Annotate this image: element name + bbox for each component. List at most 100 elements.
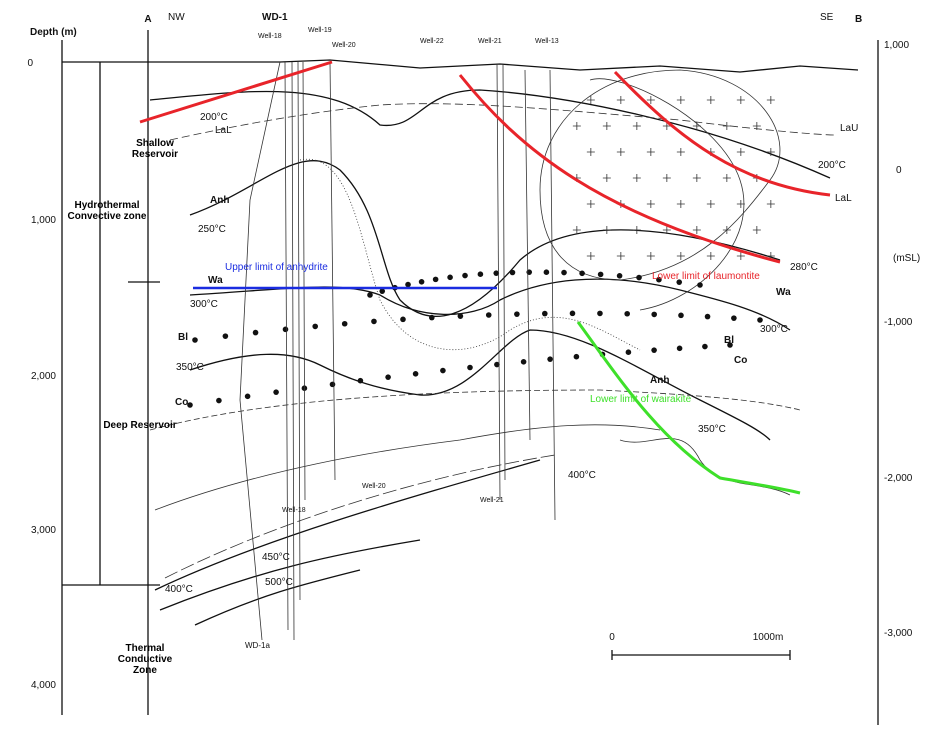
cross (723, 174, 731, 182)
well-label: Well-13 (535, 38, 559, 45)
isotherm-label: 450°C (262, 552, 290, 563)
dot (486, 312, 492, 318)
dot (433, 277, 439, 283)
dot (478, 271, 484, 277)
well-label: WD-1a (245, 641, 270, 650)
well-label: WD-1 (262, 12, 288, 23)
cross (677, 252, 685, 260)
cross (603, 174, 611, 182)
mineral-label: Anh (210, 195, 229, 206)
dot (371, 319, 377, 325)
section-start: A (144, 14, 151, 25)
dot (273, 389, 279, 395)
dot (510, 270, 516, 276)
well-label: Well-20 (332, 42, 356, 49)
dot (253, 330, 259, 336)
dot (617, 273, 623, 279)
mineral-label: LaU (840, 123, 858, 134)
tick-label: -3,000 (884, 628, 913, 639)
dot (542, 311, 548, 317)
cross (737, 148, 745, 156)
axis-title: Depth (m) (30, 27, 77, 38)
tick-label: -2,000 (884, 473, 913, 484)
dot (579, 271, 585, 277)
surface (62, 60, 858, 72)
isotherm-label: 350°C (176, 362, 204, 373)
dot (330, 382, 336, 388)
cross (617, 252, 625, 260)
cross (693, 226, 701, 234)
dot (216, 398, 222, 404)
dot (283, 327, 289, 333)
mineral-label: Co (175, 397, 188, 408)
dot (561, 270, 567, 276)
isotherm-label: 300°C (190, 299, 218, 310)
well-label: Well-21 (480, 497, 504, 504)
limit-label: Lower limit of wairakite (590, 394, 692, 405)
cross (573, 122, 581, 130)
dot (702, 344, 708, 350)
well-label: Well-22 (420, 38, 444, 45)
limit-label: Upper limit of anhydrite (225, 262, 328, 273)
scale-bar (612, 650, 790, 660)
dot (405, 282, 411, 288)
dot (385, 374, 391, 380)
scale-label: 1000m (753, 632, 784, 643)
dot (547, 356, 553, 362)
mineral-label: Wa (208, 275, 223, 286)
cross (603, 122, 611, 130)
crosses (573, 96, 775, 260)
dot (342, 321, 348, 327)
tick-label: 0 (27, 58, 33, 69)
mineral-label: Anh (650, 375, 669, 386)
dot (636, 275, 642, 281)
cross (617, 96, 625, 104)
isotherm-label: 300°C (760, 324, 788, 335)
dot (447, 275, 453, 281)
isotherm-label: 400°C (165, 584, 193, 595)
dot (731, 315, 737, 321)
isotherm-label: 500°C (265, 577, 293, 588)
tick-label: 2,000 (31, 371, 56, 382)
dot (574, 354, 580, 360)
dot (419, 279, 425, 285)
direction: SE (820, 12, 834, 23)
dot (358, 378, 364, 384)
scale-label: 0 (609, 632, 615, 643)
dots (187, 269, 763, 407)
limit-label: Lower limit of laumontite (652, 271, 760, 282)
cross (647, 252, 655, 260)
well-label: Well-19 (308, 27, 332, 34)
well-label: Well-18 (258, 33, 282, 40)
dot (626, 349, 632, 355)
cross (677, 148, 685, 156)
dot (570, 311, 576, 317)
cross (753, 226, 761, 234)
cross (677, 96, 685, 104)
cross (617, 148, 625, 156)
isotherm-label: 200°C (200, 112, 228, 123)
dot (223, 333, 229, 339)
isotherm-label: 200°C (818, 160, 846, 171)
cross (767, 96, 775, 104)
direction: NW (168, 12, 185, 23)
dot (697, 282, 703, 288)
tick-label: 1,000 (884, 40, 909, 51)
dot (192, 337, 198, 343)
cross (647, 200, 655, 208)
zone-label: Deep Reservoir (100, 420, 180, 456)
cross (693, 174, 701, 182)
dot (245, 394, 251, 400)
dot (705, 314, 711, 320)
cross (603, 226, 611, 234)
tick-label: 4,000 (31, 680, 56, 691)
cross (723, 122, 731, 130)
cross (663, 174, 671, 182)
zone-label: Shallow Reservoir (115, 138, 195, 174)
isotherm-label: 350°C (698, 424, 726, 435)
cross (767, 200, 775, 208)
well-label: Well-18 (282, 507, 306, 514)
mineral-label: Bl (724, 335, 734, 346)
dot (312, 324, 318, 330)
dot (544, 269, 550, 275)
